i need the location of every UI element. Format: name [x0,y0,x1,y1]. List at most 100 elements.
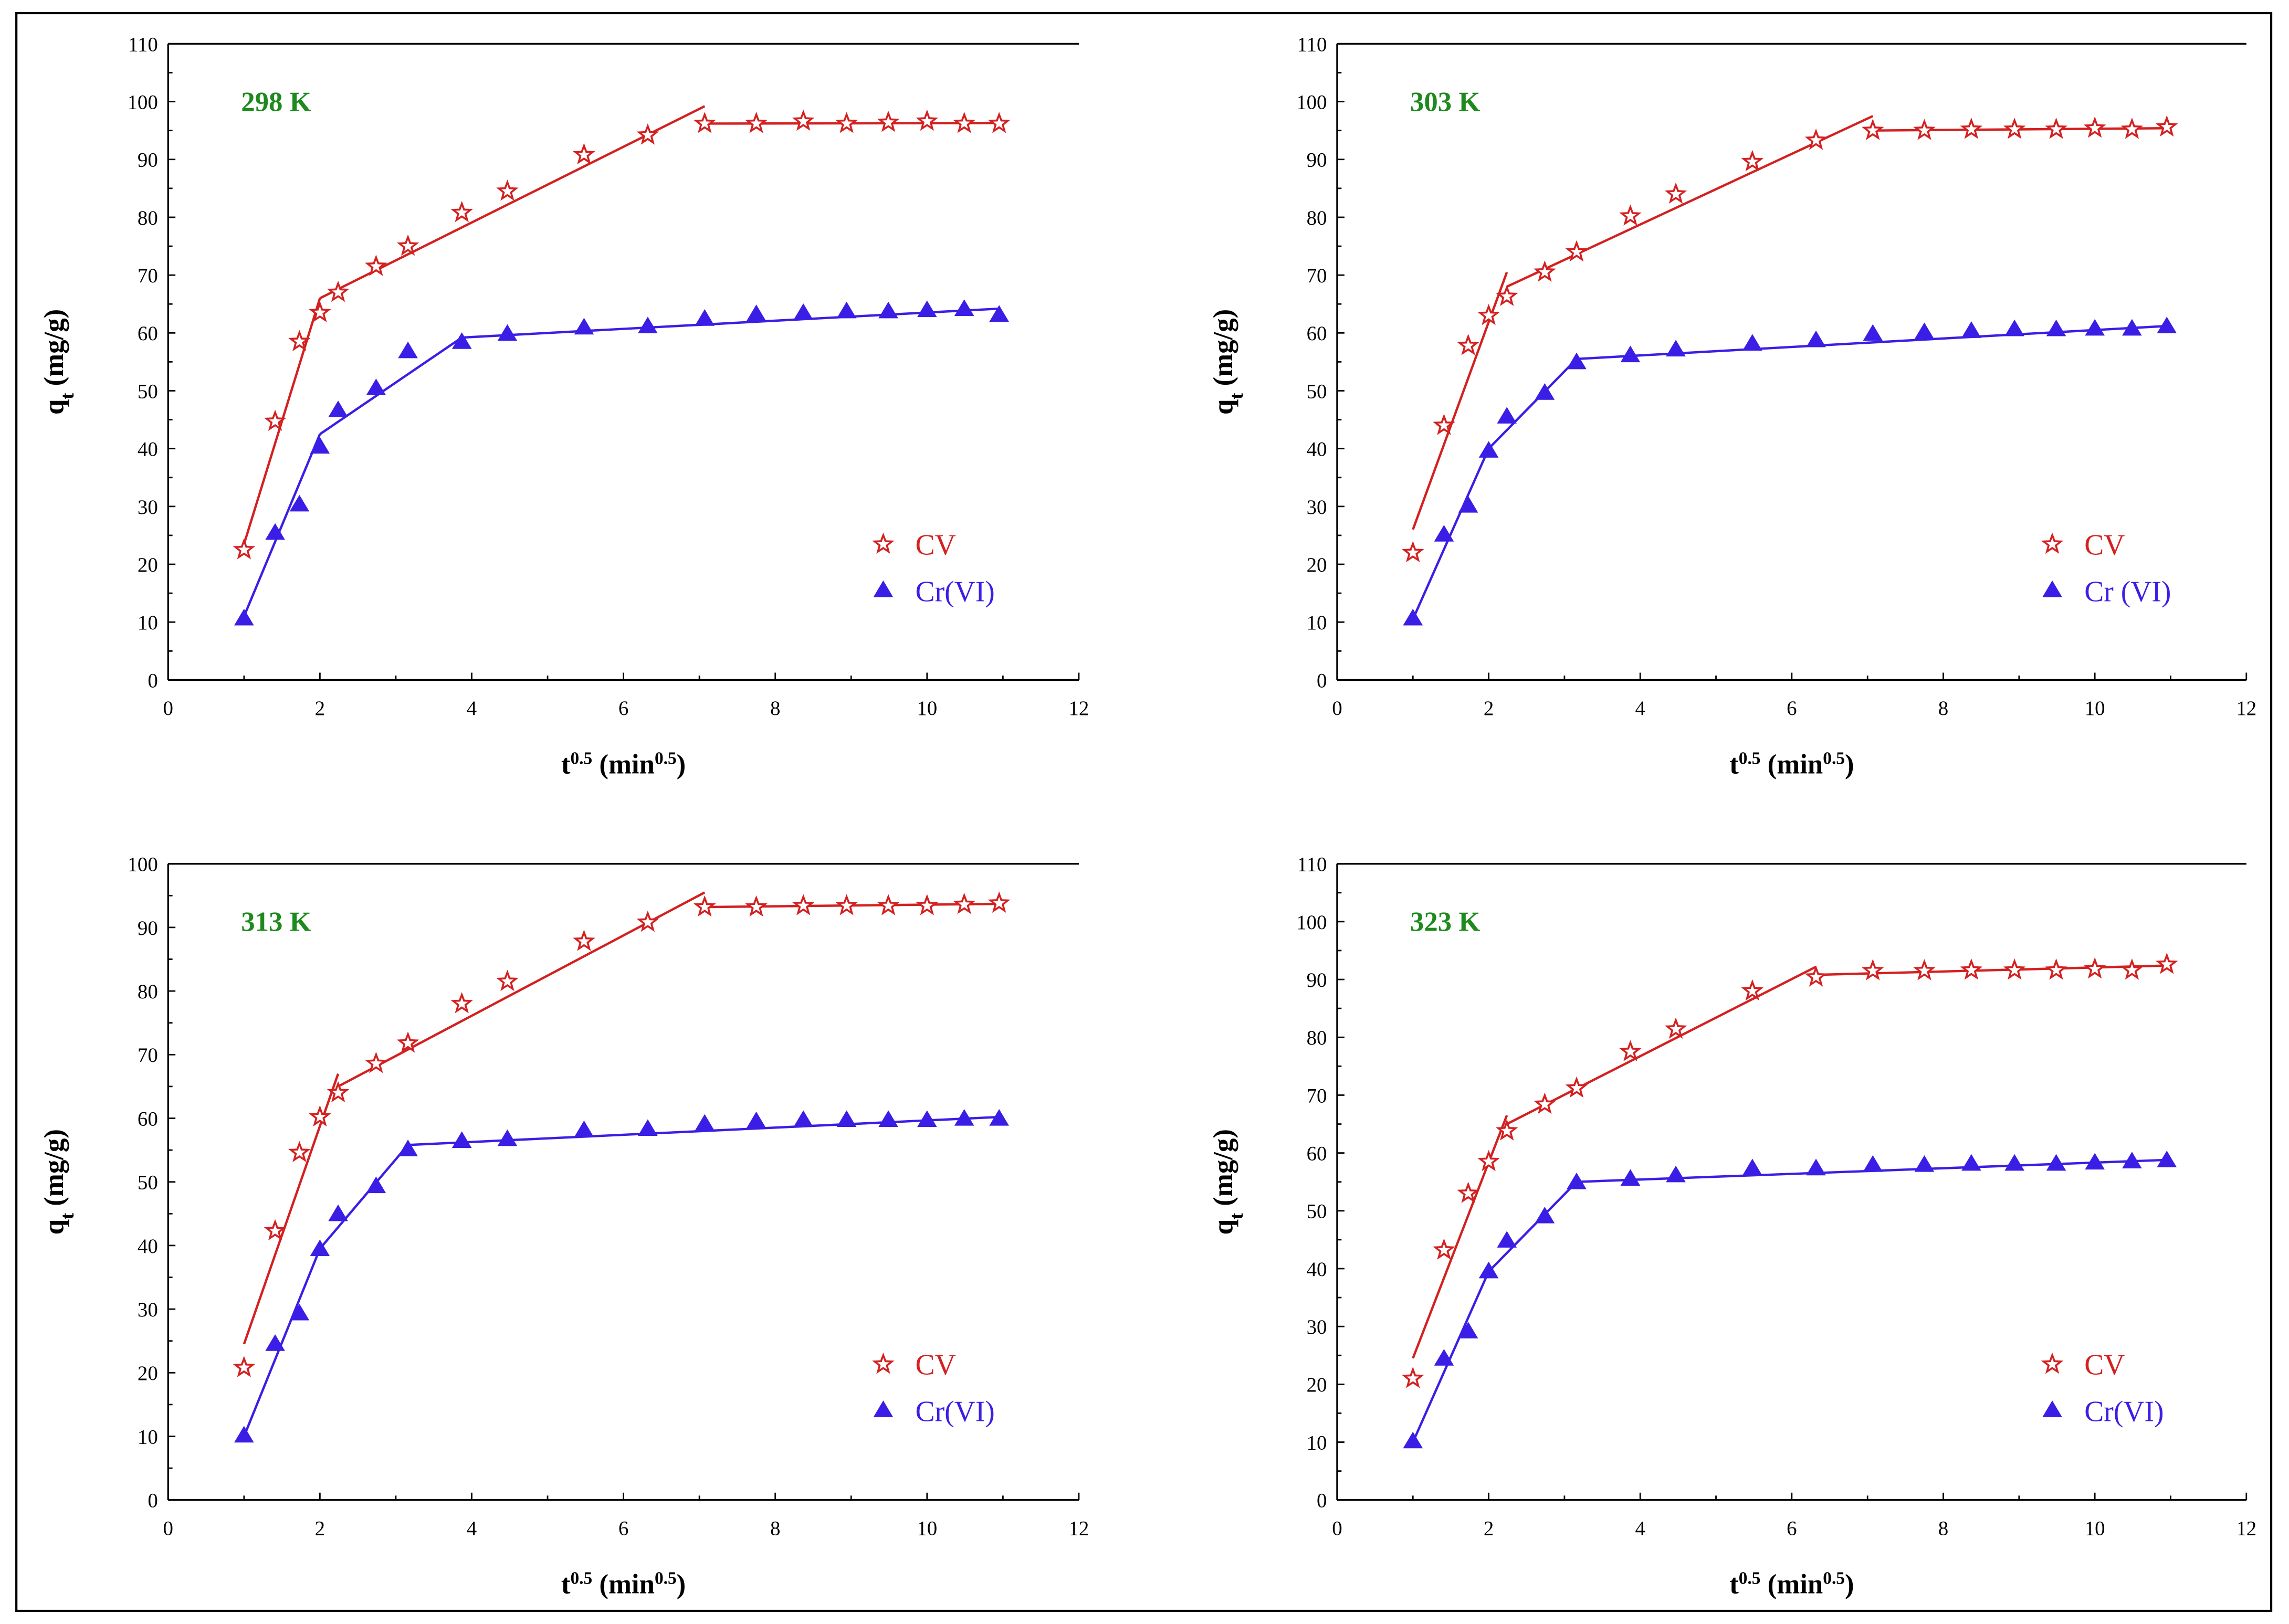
y-tick-label: 80 [138,980,158,1003]
cr-point [1497,1231,1517,1248]
x-axis-label: t0.5 (min0.5) [561,748,686,779]
figure-border [15,12,2273,1612]
fit-line [1412,1115,1508,1359]
legend-label: Cr(VI) [916,1396,995,1428]
cr-point [2085,319,2105,336]
cr-point [289,1303,310,1321]
panel-title: 323 K [1410,907,1480,937]
cv-point [233,538,256,560]
cv-point [792,109,815,131]
cv-point [1457,334,1479,355]
y-tick-label: 60 [1307,1143,1327,1165]
y-tick-label: 0 [148,669,158,692]
legend-marker [2041,532,2064,554]
cv-point [2045,958,2067,980]
cv-point [792,894,815,915]
cr-point [695,1114,715,1131]
cr-point [289,494,310,512]
cv-point [1457,1182,1479,1203]
y-axis-label: qt (mg/g) [1208,1129,1247,1235]
y-tick-label: 100 [1296,91,1327,113]
cv-point [988,112,1011,133]
cv-point [309,301,331,322]
cv-point [2120,958,2144,980]
cr-point [638,317,658,334]
cr-point [398,341,418,358]
cr-point [2157,1151,2177,1167]
cr-point [1458,1322,1478,1338]
legend-label: CV [916,1349,956,1382]
cv-point [573,930,595,951]
cr-point [1863,324,1883,341]
cv-point [1861,959,1884,980]
cr-point [793,1110,813,1127]
cv-point [327,1081,350,1103]
cr-point [878,1110,898,1127]
cr-point [2085,1153,2105,1170]
cv-point [2155,115,2178,137]
cr-point [265,523,285,540]
cr-point [1497,407,1517,424]
cv-point [745,112,768,133]
legend-marker [873,1400,894,1417]
cv-point [365,1051,387,1073]
y-tick-label: 70 [1307,1084,1327,1107]
cv-point [1960,958,1983,980]
cr-point [836,1110,857,1127]
y-tick-label: 70 [138,265,158,287]
y-tick-label: 50 [1307,1200,1327,1223]
cv-point [327,280,350,302]
cr-point [2004,1154,2025,1171]
x-axis-label: t0.5 (min0.5) [561,1568,686,1600]
x-tick-label: 8 [1938,697,1948,720]
cr-point [1914,322,1935,340]
cr-point [917,300,937,318]
cr-point [1458,495,1478,513]
x-tick-label: 2 [1484,1517,1494,1539]
panel-title: 298 K [241,87,311,117]
y-tick-label: 60 [138,1108,158,1130]
x-tick-label: 0 [1332,1517,1342,1539]
y-tick-label: 40 [138,1235,158,1258]
x-tick-label: 12 [2236,697,2256,720]
cr-point [793,303,813,320]
fit-line [319,105,706,300]
y-tick-label: 20 [1307,554,1327,576]
cr-point [234,1426,254,1443]
cr-point [1620,1169,1641,1186]
cv-point [1913,119,1936,140]
y-tick-label: 10 [1307,1431,1327,1454]
cr-point [310,437,330,454]
cr-point [1863,1155,1883,1172]
cr-point [1478,1261,1499,1279]
x-axis-label: t0.5 (min0.5) [1729,748,1854,779]
cv-point [693,895,716,917]
legend-label: Cr(VI) [2084,1396,2164,1428]
x-tick-label: 10 [917,1517,937,1539]
cr-point [2004,319,2025,336]
y-tick-label: 0 [1317,669,1327,692]
cv-point [916,894,939,915]
legend-label: CV [916,529,956,561]
cv-point [2045,118,2067,139]
cv-point [835,894,858,915]
cv-point [1619,1040,1642,1061]
cv-point [396,234,419,256]
x-tick-label: 8 [770,1517,780,1539]
cv-point [1861,119,1884,140]
x-tick-label: 0 [163,1517,173,1539]
cr-point [1806,1158,1826,1176]
y-tick-label: 100 [127,853,158,876]
cv-point [1495,1119,1518,1141]
cv-point [288,1141,311,1163]
y-tick-label: 70 [138,1044,158,1067]
cr-point [398,1140,418,1156]
cr-point [1403,1431,1423,1449]
cv-point [1804,128,1828,150]
cv-point [953,892,975,914]
y-tick-label: 20 [138,1362,158,1385]
cr-point [746,304,766,321]
cr-point [1434,525,1454,542]
